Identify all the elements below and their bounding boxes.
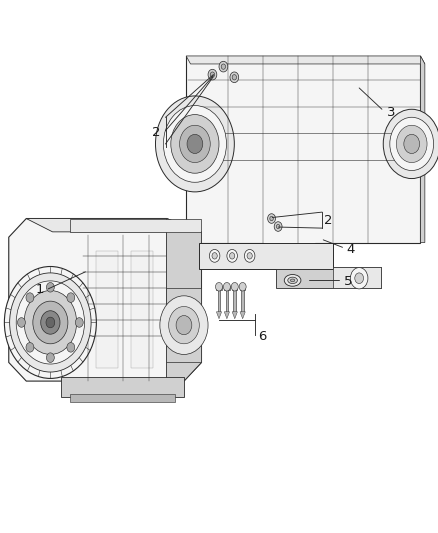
Polygon shape: [276, 266, 381, 288]
Circle shape: [383, 109, 438, 179]
Polygon shape: [199, 243, 333, 269]
Circle shape: [187, 134, 203, 154]
Circle shape: [268, 214, 276, 223]
Polygon shape: [9, 219, 201, 381]
Circle shape: [247, 253, 252, 259]
Circle shape: [219, 61, 228, 72]
Circle shape: [41, 311, 60, 334]
Bar: [233, 288, 236, 312]
Circle shape: [67, 343, 75, 352]
Circle shape: [75, 318, 83, 327]
Circle shape: [350, 268, 368, 289]
Text: 2: 2: [152, 126, 161, 139]
Circle shape: [10, 273, 91, 372]
Text: 1: 1: [35, 284, 44, 296]
Circle shape: [231, 282, 238, 291]
Polygon shape: [240, 312, 245, 319]
Circle shape: [46, 353, 54, 362]
Bar: [232, 286, 237, 290]
Ellipse shape: [290, 279, 295, 281]
Circle shape: [26, 343, 34, 352]
Circle shape: [163, 106, 226, 182]
Ellipse shape: [288, 277, 297, 284]
Circle shape: [26, 293, 34, 302]
Text: 3: 3: [387, 107, 396, 119]
Bar: [226, 288, 228, 312]
Polygon shape: [166, 219, 201, 381]
Bar: [61, 377, 184, 397]
Circle shape: [46, 317, 55, 328]
Ellipse shape: [284, 274, 301, 286]
Bar: [216, 286, 222, 290]
Circle shape: [390, 117, 434, 171]
Bar: [218, 288, 220, 312]
Circle shape: [33, 301, 68, 344]
Circle shape: [227, 249, 237, 262]
Circle shape: [270, 216, 273, 221]
Polygon shape: [26, 219, 201, 232]
Text: 6: 6: [258, 330, 267, 343]
Circle shape: [232, 75, 237, 80]
Circle shape: [355, 273, 364, 284]
Circle shape: [244, 249, 255, 262]
Circle shape: [67, 293, 75, 302]
Circle shape: [46, 282, 54, 292]
Circle shape: [230, 72, 239, 83]
Circle shape: [396, 125, 427, 163]
Circle shape: [160, 296, 208, 354]
Bar: [131, 251, 153, 368]
Circle shape: [18, 318, 25, 327]
Bar: [224, 286, 230, 290]
Circle shape: [223, 282, 230, 291]
Bar: [333, 266, 381, 288]
Circle shape: [171, 115, 219, 173]
Circle shape: [176, 316, 192, 335]
Circle shape: [274, 222, 282, 231]
Text: 5: 5: [344, 275, 353, 288]
Circle shape: [180, 125, 210, 163]
Circle shape: [404, 134, 420, 154]
Circle shape: [221, 64, 226, 69]
Circle shape: [16, 281, 85, 364]
Bar: [96, 251, 118, 368]
Polygon shape: [186, 56, 425, 64]
Bar: [70, 219, 201, 232]
Polygon shape: [166, 288, 201, 362]
Circle shape: [212, 253, 217, 259]
Circle shape: [276, 224, 280, 229]
Circle shape: [215, 282, 223, 291]
Bar: [241, 288, 244, 312]
Polygon shape: [232, 312, 237, 319]
Polygon shape: [216, 312, 222, 319]
Circle shape: [209, 249, 220, 262]
Circle shape: [239, 282, 246, 291]
Polygon shape: [224, 312, 230, 319]
Circle shape: [230, 253, 235, 259]
Circle shape: [155, 96, 234, 192]
Circle shape: [24, 290, 77, 354]
Polygon shape: [420, 56, 425, 243]
Bar: [70, 394, 175, 402]
Bar: [240, 286, 245, 290]
Text: 2: 2: [324, 214, 333, 227]
Circle shape: [169, 306, 199, 344]
Circle shape: [4, 266, 96, 378]
Polygon shape: [186, 56, 420, 248]
Circle shape: [210, 72, 215, 77]
Text: 4: 4: [346, 243, 355, 256]
Circle shape: [208, 69, 217, 80]
